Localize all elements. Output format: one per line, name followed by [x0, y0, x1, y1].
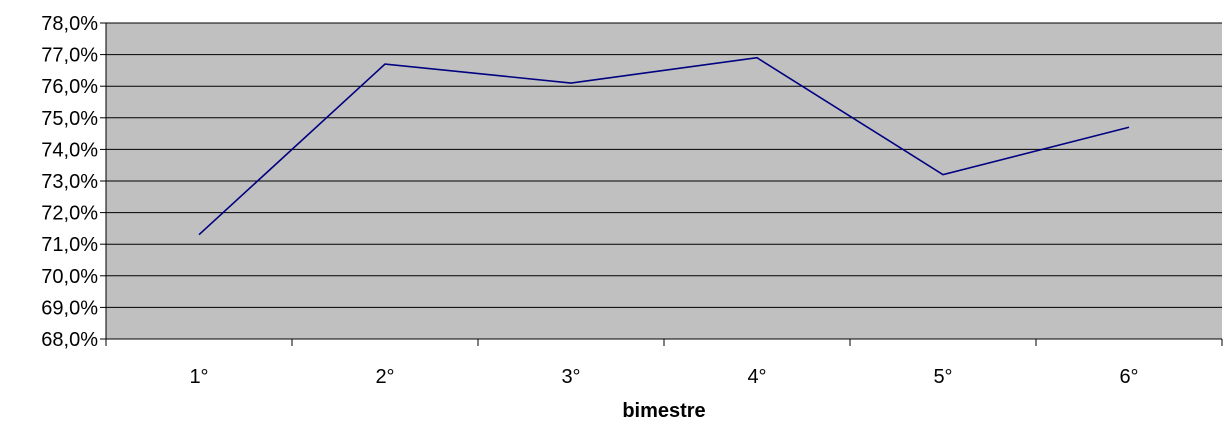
x-tick-label: 5°	[933, 366, 952, 388]
x-axis-title: bimestre	[622, 400, 705, 422]
y-tick-label: 75,0%	[41, 108, 98, 130]
y-axis-tick-labels: 68,0% 69,0% 70,0% 71,0% 72,0% 73,0% 74,0% 75,0%…	[41, 13, 98, 351]
x-tick-label: 2°	[375, 366, 394, 388]
x-axis-tick-labels: 1° 2° 3° 4° 5° 6°	[189, 366, 1138, 388]
y-tick-label: 72,0%	[41, 203, 98, 225]
y-tick-label: 74,0%	[41, 139, 98, 161]
axes	[105, 23, 1223, 346]
y-tick-label: 68,0%	[41, 329, 98, 351]
x-tick-label: 6°	[1119, 366, 1138, 388]
x-tick-label: 4°	[747, 366, 766, 388]
gridlines	[100, 22, 1222, 340]
y-tick-label: 76,0%	[41, 76, 98, 98]
y-tick-label: 71,0%	[41, 234, 98, 256]
x-tick-label: 1°	[189, 366, 208, 388]
y-tick-label: 77,0%	[41, 45, 98, 67]
y-tick-label: 69,0%	[41, 297, 98, 319]
y-tick-label: 70,0%	[41, 266, 98, 288]
y-tick-label: 78,0%	[41, 13, 98, 35]
x-tick-label: 3°	[561, 366, 580, 388]
y-tick-label: 73,0%	[41, 171, 98, 193]
series-line	[198, 56, 1130, 236]
